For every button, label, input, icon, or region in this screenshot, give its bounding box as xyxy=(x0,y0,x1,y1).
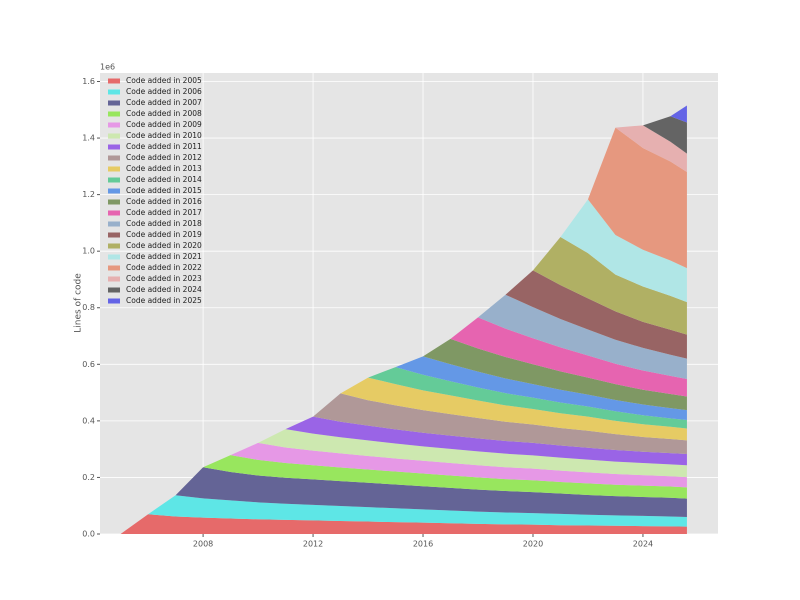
legend-swatch xyxy=(108,78,120,84)
legend-swatch xyxy=(108,265,120,271)
legend-swatch xyxy=(108,166,120,172)
x-tick-label: 2024 xyxy=(633,540,653,549)
legend-label: Code added in 2005 xyxy=(126,76,202,85)
legend-label: Code added in 2013 xyxy=(126,164,202,173)
legend-label: Code added in 2023 xyxy=(126,274,202,283)
axes: 0.0 0.2 0.4 0.6 0.8 1.0 1.2 1.4 1.6 2008 2012 2016 2… xyxy=(82,77,653,549)
legend-swatch xyxy=(108,155,120,161)
legend-swatch xyxy=(108,144,120,150)
legend-label: Code added in 2024 xyxy=(126,285,202,294)
legend-label: Code added in 2022 xyxy=(126,263,202,272)
legend-label: Code added in 2012 xyxy=(126,153,202,162)
legend-swatch xyxy=(108,221,120,227)
legend-label: Code added in 2021 xyxy=(126,252,202,261)
legend-label: Code added in 2025 xyxy=(126,296,202,305)
legend-label: Code added in 2020 xyxy=(126,241,202,250)
area xyxy=(120,127,687,535)
legend-swatch xyxy=(108,287,120,293)
legend-swatch xyxy=(108,100,120,106)
legend-swatch xyxy=(108,199,120,205)
y-tick-label: 0.4 xyxy=(82,416,95,425)
legend-label: Code added in 2018 xyxy=(126,219,202,228)
area xyxy=(120,495,687,534)
y-offset-label: 1e6 xyxy=(100,63,115,72)
y-tick-label: 1.6 xyxy=(82,77,95,86)
legend-label: Code added in 2016 xyxy=(126,197,202,206)
area xyxy=(120,393,687,534)
area xyxy=(120,442,687,534)
legend-swatch xyxy=(108,210,120,216)
y-tick-label: 0.8 xyxy=(82,303,95,312)
x-tick-label: 2008 xyxy=(193,540,213,549)
x-tick-label: 2012 xyxy=(303,540,323,549)
x-tick-label: 2016 xyxy=(413,540,433,549)
legend-swatch xyxy=(108,111,120,117)
legend-swatch xyxy=(108,232,120,238)
areas xyxy=(120,105,687,535)
legend-label: Code added in 2009 xyxy=(126,120,202,129)
legend-swatch xyxy=(108,254,120,260)
y-tick-label: 1.2 xyxy=(82,190,95,199)
legend-label: Code added in 2017 xyxy=(126,208,202,217)
y-axis-label: Lines of code xyxy=(74,273,84,333)
legend-label: Code added in 2011 xyxy=(126,142,202,151)
legend-swatch xyxy=(108,122,120,128)
area xyxy=(120,514,687,534)
legend-label: Code added in 2015 xyxy=(126,186,202,195)
legend-swatch xyxy=(108,188,120,194)
legend-swatch xyxy=(108,243,120,249)
legend-swatch xyxy=(108,133,120,139)
area xyxy=(120,367,687,534)
y-tick-label: 1.4 xyxy=(82,134,95,143)
area xyxy=(120,416,687,534)
legend-label: Code added in 2008 xyxy=(126,109,202,118)
area xyxy=(120,467,687,534)
legend-label: Code added in 2006 xyxy=(126,87,202,96)
legend-swatch xyxy=(108,298,120,304)
area xyxy=(120,429,687,534)
y-tick-label: 1.0 xyxy=(82,247,95,256)
y-tick-label: 0.0 xyxy=(82,530,95,539)
legend-label: Code added in 2014 xyxy=(126,175,202,184)
legend-swatch xyxy=(108,276,120,282)
legend-label: Code added in 2019 xyxy=(126,230,202,239)
legend-label: Code added in 2010 xyxy=(126,131,202,140)
x-tick-label: 2020 xyxy=(523,540,543,549)
area xyxy=(120,377,687,534)
legend-label: Code added in 2007 xyxy=(126,98,202,107)
legend-swatch xyxy=(108,89,120,95)
legend: Code added in 2005 Code added in 2006 Code… xyxy=(108,76,202,305)
area xyxy=(120,455,687,534)
y-tick-label: 0.2 xyxy=(82,473,95,482)
y-tick-label: 0.6 xyxy=(82,360,95,369)
legend-swatch xyxy=(108,177,120,183)
